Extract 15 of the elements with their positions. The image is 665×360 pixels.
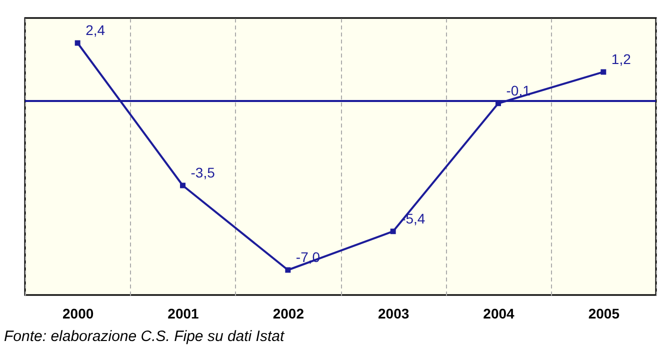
source-note: Fonte: elaborazione C.S. Fipe su dati Istat xyxy=(4,328,284,345)
data-label: -3,5 xyxy=(190,164,216,180)
x-tick-label: 2001 xyxy=(168,306,200,322)
x-tick-label: 2002 xyxy=(272,306,304,322)
data-label: 2,4 xyxy=(86,22,106,38)
point xyxy=(600,69,606,75)
x-tick-label: 2003 xyxy=(378,306,410,322)
point xyxy=(180,182,186,188)
point xyxy=(285,267,291,273)
x-tick-label: 2004 xyxy=(483,306,515,322)
x-tick-label: 2000 xyxy=(62,306,94,322)
data-label: 1,2 xyxy=(611,50,632,67)
point xyxy=(390,228,396,234)
point xyxy=(74,40,80,46)
x-tick-label: 2005 xyxy=(588,306,620,322)
